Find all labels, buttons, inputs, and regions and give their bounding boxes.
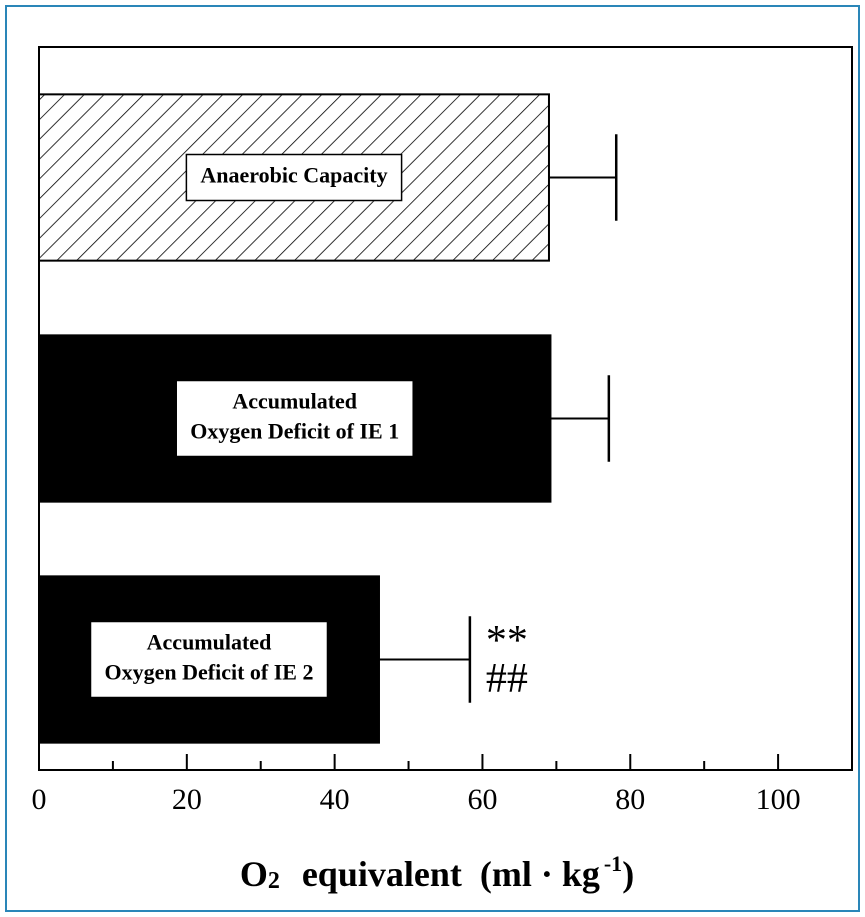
x-tick-label: 80 bbox=[615, 783, 645, 816]
xlabel-part: equivalent bbox=[302, 854, 462, 894]
xlabel-sup: -1 bbox=[604, 851, 622, 876]
xlabel-part: O bbox=[240, 854, 268, 894]
x-tick-label: 0 bbox=[32, 783, 47, 816]
bar-label: Accumulated bbox=[232, 389, 357, 414]
label-box bbox=[175, 379, 414, 458]
bar-label: Accumulated bbox=[147, 630, 272, 655]
bar-label: Anaerobic Capacity bbox=[200, 163, 387, 188]
xlabel-part: ) bbox=[622, 854, 634, 894]
x-tick-label: 20 bbox=[172, 783, 202, 816]
x-tick-label: 100 bbox=[756, 783, 801, 816]
x-tick-label: 60 bbox=[467, 783, 497, 816]
label-box bbox=[185, 153, 403, 202]
xlabel-sub: 2 bbox=[268, 868, 280, 894]
bar-label: Oxygen Deficit of IE 2 bbox=[105, 660, 314, 685]
bar-label: Oxygen Deficit of IE 1 bbox=[190, 419, 399, 444]
annotation: ** bbox=[486, 618, 528, 664]
label-box bbox=[89, 620, 329, 699]
annotation: ## bbox=[486, 656, 528, 702]
xlabel-part: (ml · kg bbox=[480, 854, 600, 894]
x-tick-label: 40 bbox=[320, 783, 350, 816]
x-axis-label: O2 equivalent (ml · kg -1) bbox=[240, 851, 634, 894]
